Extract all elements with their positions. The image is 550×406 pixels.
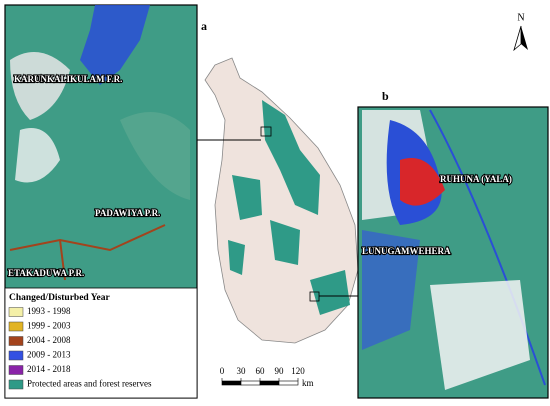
scale-segment xyxy=(259,380,280,386)
north-arrow: N xyxy=(513,12,528,52)
scale-segment xyxy=(240,380,261,386)
legend: Changed/Disturbed Year 1993 - 1998 1999 -… xyxy=(4,287,198,399)
scale-tick-label: 60 xyxy=(256,366,266,376)
scale-segment xyxy=(278,380,299,386)
protected-area xyxy=(262,100,320,215)
road xyxy=(9,224,166,281)
protected-area xyxy=(228,175,350,315)
cleared-area xyxy=(430,280,530,390)
panel-tag: a xyxy=(201,19,207,33)
legend-swatch xyxy=(8,350,24,361)
scale-tick-label: 0 xyxy=(220,366,225,376)
inset-box xyxy=(260,126,272,137)
forest-area xyxy=(120,112,190,200)
arrow-half xyxy=(513,25,522,52)
river xyxy=(429,109,546,386)
place-label: RUHUNA (YALA) xyxy=(440,174,512,184)
island-map xyxy=(197,57,359,344)
legend-label: 2009 - 2013 xyxy=(27,350,71,360)
water-body xyxy=(80,5,150,85)
cleared-area xyxy=(10,52,70,120)
legend-label: 1993 - 1998 xyxy=(27,306,71,316)
legend-swatch xyxy=(8,307,24,317)
legend-label: 1999 - 2003 xyxy=(27,321,71,331)
scale-tick-label: 120 xyxy=(291,366,305,376)
legend-label: Protected areas and forest reserves xyxy=(27,379,152,389)
place-label: ETAKADUWA P.R. xyxy=(8,268,84,278)
legend-swatch xyxy=(8,321,24,332)
arrow-half xyxy=(521,26,528,50)
place-label: LUNUGAMWEHERA xyxy=(362,246,451,256)
north-label: N xyxy=(517,12,524,23)
panel-tag: b xyxy=(382,89,389,103)
legend-swatch xyxy=(8,379,24,390)
legend-swatch xyxy=(8,365,24,375)
scale-tick-label: 30 xyxy=(237,366,247,376)
scale-bar: 0 30 60 90 120 km xyxy=(220,366,314,388)
legend-label: 2004 - 2008 xyxy=(27,335,71,345)
panel-b: RUHUNA (YALA) LUNUGAMWEHERA xyxy=(357,106,549,399)
legend-label: 2014 - 2018 xyxy=(27,364,71,374)
legend-title: Changed/Disturbed Year xyxy=(9,293,111,303)
scale-unit: km xyxy=(302,378,314,388)
scale-segment xyxy=(221,380,242,386)
scale-tick-label: 90 xyxy=(275,366,285,376)
disturbed-area xyxy=(400,158,445,206)
legend-box xyxy=(4,287,198,399)
cleared-area xyxy=(15,128,60,183)
place-label: PADAWIYA P.R. xyxy=(95,208,160,218)
disturbed-area xyxy=(362,230,420,350)
legend-swatch xyxy=(8,336,24,346)
place-label: KARUNKALIKULAM F.R. xyxy=(14,74,122,84)
